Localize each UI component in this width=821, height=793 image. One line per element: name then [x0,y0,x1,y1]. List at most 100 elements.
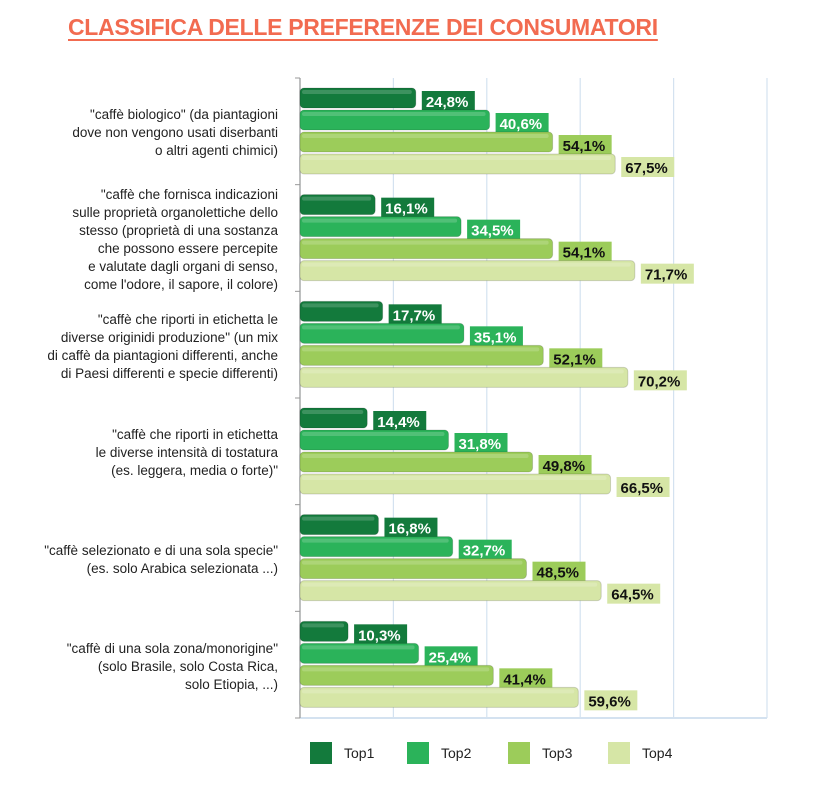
data-label-bg [424,646,478,667]
legend-swatch [608,742,630,764]
bar-top3 [299,558,527,580]
bar-highlight [302,538,449,543]
data-label-bg [421,91,475,111]
data-label-bg [469,326,523,347]
data-label-bg [558,135,612,155]
data-label-bg [616,477,670,497]
data-label-bg [549,348,603,369]
legend-item-top2: Top2 [407,742,471,764]
data-label: 54,1% [563,138,606,155]
bar-highlight [302,476,607,480]
data-label: 24,8% [426,94,469,111]
bar-top4 [299,580,602,602]
bar-top4 [299,473,612,495]
data-label-bg [621,157,675,177]
data-label: 40,6% [500,116,543,133]
bar-top3 [299,238,554,260]
data-label: 49,8% [543,458,586,475]
data-label: 59,6% [588,693,631,710]
category-label: "caffè che riporti in etichetta le diver… [95,427,278,479]
data-label: 17,7% [393,307,436,324]
data-label: 31,8% [459,436,502,453]
data-label: 35,1% [474,329,517,346]
chart-title: CLASSIFICA DELLE PREFERENZE DEI CONSUMAT… [68,14,658,40]
bar-highlight [302,218,458,223]
data-label-bg [388,304,442,325]
bar-highlight [302,240,549,245]
bar-top2 [299,216,462,238]
bar-highlight [302,90,412,94]
legend-label: Top3 [542,745,573,761]
data-label-bg [607,583,661,604]
bar-top1 [299,300,384,322]
bar-top4 [299,366,629,388]
bar-top1 [299,514,379,536]
legend-item-top1: Top1 [310,742,374,764]
bar-highlight [302,262,631,267]
data-label-bg [640,263,694,284]
bar-highlight [302,410,364,414]
bar-highlight [302,516,375,521]
bar-highlight [302,432,445,436]
category-label: "caffè che riporti in etichetta le diver… [47,311,278,381]
bar-highlight [302,112,486,116]
bar-highlight [302,156,612,160]
data-label-bg [499,668,553,689]
bar-top3 [299,131,554,153]
data-label: 14,4% [377,414,420,431]
data-label-bg [384,517,438,538]
category-label: "caffè di una sola zona/monorigine" (sol… [66,640,278,692]
bar-top2 [299,322,465,344]
data-label-bg [354,624,408,645]
legend-label: Top1 [344,745,375,761]
data-label-bg [454,433,508,453]
data-label: 66,5% [621,480,664,497]
data-label: 52,1% [553,351,596,368]
legend-label: Top4 [642,745,673,761]
bar-top4 [299,260,636,282]
bar-highlight [302,623,345,628]
data-label-bg [373,411,427,431]
bar-top2 [299,429,450,451]
bar-highlight [302,134,549,138]
data-label: 25,4% [429,649,472,666]
data-label: 54,1% [563,245,606,262]
bar-top3 [299,344,544,366]
data-label: 67,5% [625,160,668,177]
bar-highlight [302,369,624,374]
bar-top2 [299,642,420,664]
data-label-bg [495,113,549,133]
bar-top2 [299,536,454,558]
bar-highlight [302,454,529,458]
data-label-bg [538,455,592,475]
category-label: "caffè biologico" (da piantagioni dove n… [72,107,278,159]
bar-highlight [302,645,415,650]
category-label: "caffè selezionato e di una sola specie"… [44,543,278,576]
data-label-bg [584,690,638,711]
data-label-bg [532,561,586,582]
data-label: 16,8% [388,521,431,538]
data-label-bg [558,241,612,262]
legend-item-top3: Top3 [508,742,572,764]
bar-top3 [299,664,494,686]
bar-highlight [302,560,523,565]
data-label: 41,4% [503,671,546,688]
bar-top4 [299,686,579,708]
data-label: 64,5% [611,587,654,604]
bar-highlight [302,582,598,587]
legend-swatch [508,742,530,764]
bar-top3 [299,451,534,473]
bar-top1 [299,620,349,642]
bar-top4 [299,153,616,175]
legend-swatch [310,742,332,764]
bar-highlight [302,689,575,694]
data-label: 71,7% [645,267,688,284]
data-label-bg [467,219,521,240]
legend-swatch [407,742,429,764]
bar-highlight [302,303,379,308]
data-label-bg [633,370,687,391]
bar-highlight [302,325,460,330]
bar-highlight [302,196,372,201]
bar-top1 [299,194,376,216]
